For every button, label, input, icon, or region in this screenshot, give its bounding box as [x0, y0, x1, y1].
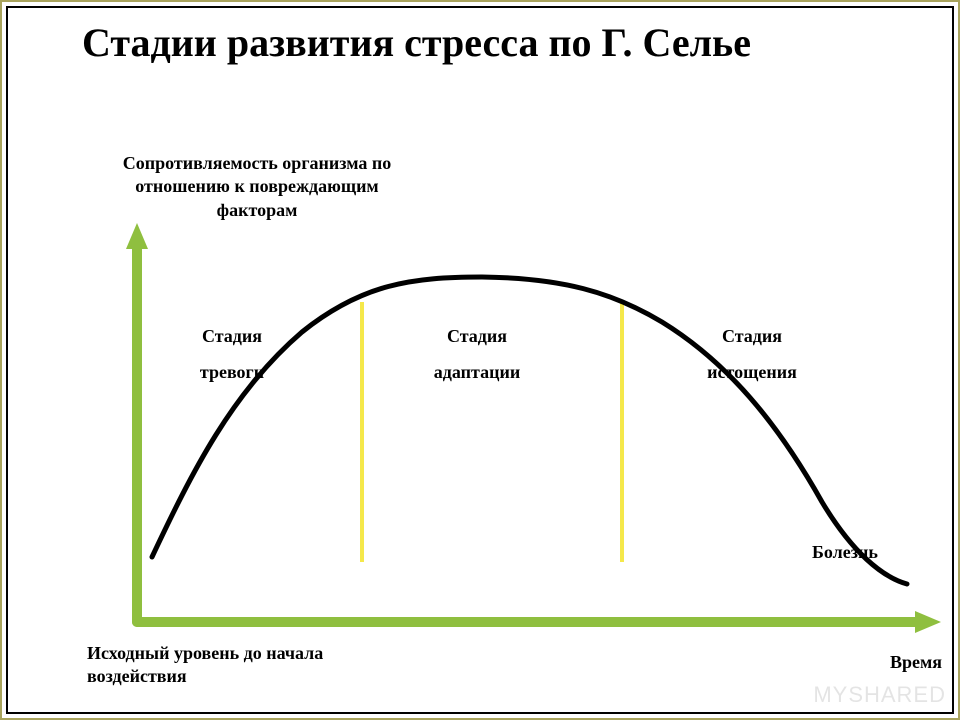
stage-3-line2: истощения: [707, 362, 797, 382]
stage-1-line2: тревоги: [200, 362, 264, 382]
stage-3-label: Стадия истощения: [652, 318, 852, 390]
stage-2-line2: адаптации: [434, 362, 520, 382]
stage-1-label: Стадия тревоги: [132, 318, 332, 390]
stage-2-label: Стадия адаптации: [377, 318, 577, 390]
baseline-label: Исходный уровень до начала воздействия: [87, 642, 387, 689]
stage-1-line1: Стадия: [202, 326, 262, 346]
stage-3-line1: Стадия: [722, 326, 782, 346]
slide-container: Стадии развития стресса по Г. Селье Сопр…: [0, 0, 960, 720]
stage-2-line1: Стадия: [447, 326, 507, 346]
end-state-label: Болезнь: [812, 542, 952, 563]
x-axis-label: Время: [822, 652, 942, 673]
y-axis-label: Сопротивляемость организма по отношению …: [117, 152, 397, 222]
